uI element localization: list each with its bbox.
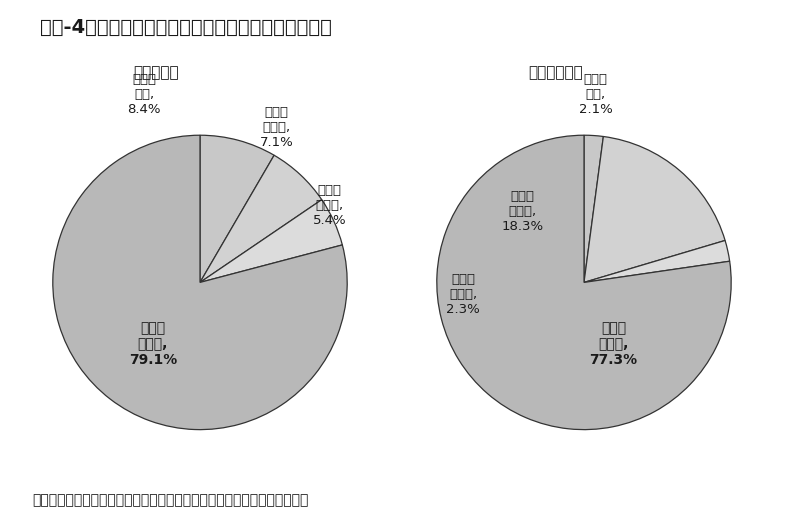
Text: ＜戸建て＞: ＜戸建て＞ xyxy=(133,65,179,81)
Text: その他
の住宅,
79.1%: その他 の住宅, 79.1% xyxy=(129,321,177,368)
Text: 賃貸用
の住宅,
77.3%: 賃貸用 の住宅, 77.3% xyxy=(590,321,638,368)
Wedge shape xyxy=(200,200,342,282)
Wedge shape xyxy=(584,137,725,282)
Text: その他
の住宅,
18.3%: その他 の住宅, 18.3% xyxy=(501,190,543,233)
Text: ＜共同住宅＞: ＜共同住宅＞ xyxy=(529,65,583,81)
Wedge shape xyxy=(200,155,322,282)
Text: 売却用
の住宅,
5.4%: 売却用 の住宅, 5.4% xyxy=(313,185,346,228)
Text: 図表-4　「戸建て」と「共同住宅等」の空き家の内訳: 図表-4 「戸建て」と「共同住宅等」の空き家の内訳 xyxy=(40,18,332,37)
Text: 売却用
の住宅,
2.3%: 売却用 の住宅, 2.3% xyxy=(446,272,480,316)
Text: 二次的
住宅,
8.4%: 二次的 住宅, 8.4% xyxy=(127,73,161,116)
Wedge shape xyxy=(437,135,731,429)
Wedge shape xyxy=(584,241,730,282)
Text: 賃貸用
の住宅,
7.1%: 賃貸用 の住宅, 7.1% xyxy=(260,106,294,150)
Text: 二次的
住宅,
2.1%: 二次的 住宅, 2.1% xyxy=(579,73,613,116)
Text: （出所）総務省「住宅・土地統計調査」をもとにニッセイ基礎研究所作成: （出所）総務省「住宅・土地統計調査」をもとにニッセイ基礎研究所作成 xyxy=(32,493,308,507)
Wedge shape xyxy=(53,135,347,429)
Wedge shape xyxy=(584,135,603,282)
Wedge shape xyxy=(200,135,274,282)
